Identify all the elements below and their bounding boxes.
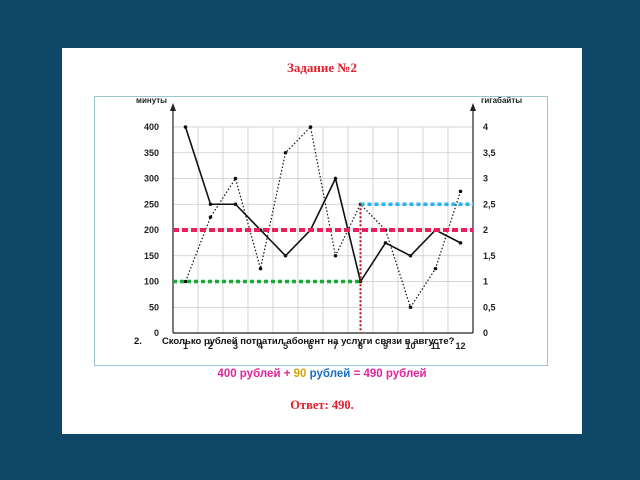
data-point xyxy=(408,253,413,258)
y-left-axis-title: минуты xyxy=(136,97,167,105)
y-right-tick-label: 2 xyxy=(483,225,488,235)
series-line-dotted xyxy=(184,125,462,309)
y-right-tick-label: 3,5 xyxy=(483,148,496,158)
question-number: 2. xyxy=(134,336,142,347)
y-left-tick-label: 0 xyxy=(154,328,159,338)
data-point xyxy=(208,215,213,219)
x-tick-label: 3 xyxy=(233,341,238,351)
y-left-tick-label: 300 xyxy=(144,174,159,184)
calculation: 400 рублей + 90 рублей = 490 рублей xyxy=(62,368,582,380)
series-line-solid xyxy=(184,126,461,284)
y-left-tick-label: 350 xyxy=(144,148,159,158)
y-left-arrow xyxy=(170,103,176,111)
data-point xyxy=(458,189,463,194)
data-point xyxy=(333,253,338,258)
x-tick-label: 6 xyxy=(308,341,313,351)
y-left-tick-label: 150 xyxy=(144,251,159,261)
slide: Задание №2 0 0 50 0,5 100 1 150 1,5 200 2 250 2,5 30… xyxy=(62,48,582,434)
calc-part-1: 400 рублей xyxy=(217,368,281,380)
annotations xyxy=(173,202,473,333)
data-point xyxy=(433,266,438,271)
x-tick-label: 12 xyxy=(455,341,465,351)
data-point xyxy=(233,202,238,207)
data-point xyxy=(183,125,188,129)
x-tick-label: 11 xyxy=(431,341,441,351)
data-point xyxy=(258,266,263,271)
calc-part-2-unit: рублей xyxy=(309,368,351,380)
data-point xyxy=(383,241,388,245)
calc-plus: + xyxy=(283,368,291,380)
y-right-arrow xyxy=(470,103,476,111)
x-tick-label: 9 xyxy=(383,341,388,351)
x-tick-label: 7 xyxy=(333,341,338,351)
calc-part-2-number: 90 xyxy=(293,368,307,380)
data-point xyxy=(408,305,413,310)
data-point xyxy=(208,202,213,207)
y-left-tick-label: 50 xyxy=(149,302,159,312)
question-text: Сколько рублей потратил абонент на услуг… xyxy=(161,336,455,347)
y-right-axis-title: гигабайты xyxy=(481,97,522,105)
x-tick-label: 8 xyxy=(358,341,363,351)
y-left-tick-label: 250 xyxy=(144,199,159,209)
data-point xyxy=(233,176,238,181)
y-left-tick-label: 400 xyxy=(144,122,159,132)
data-point xyxy=(458,241,463,245)
y-right-tick-label: 0 xyxy=(483,328,488,338)
calc-result: 490 рублей xyxy=(363,368,427,380)
line-chart: 0 0 50 0,5 100 1 150 1,5 200 2 250 2,5 300 3 350 3,5 400… xyxy=(136,97,522,351)
x-tick-label: 1 xyxy=(183,341,188,351)
x-tick-label: 5 xyxy=(283,341,288,351)
y-right-tick-label: 4 xyxy=(483,122,488,132)
answer: Ответ: 490. xyxy=(290,398,354,412)
y-right-tick-label: 3 xyxy=(483,174,488,184)
data-point xyxy=(308,125,313,129)
y-right-tick-label: 1 xyxy=(483,277,488,287)
chart-panel: 0 0 50 0,5 100 1 150 1,5 200 2 250 2,5 300 3 350 3,5 400… xyxy=(94,96,548,366)
data-point xyxy=(333,176,338,181)
x-tick-label: 10 xyxy=(405,341,415,351)
data-point xyxy=(283,150,288,155)
y-right-tick-label: 2,5 xyxy=(483,199,496,209)
y-left-tick-label: 100 xyxy=(144,277,159,287)
y-right-tick-label: 0,5 xyxy=(483,302,496,312)
y-left-tick-label: 200 xyxy=(144,225,159,235)
question: 2. Сколько рублей потратил абонент на усл… xyxy=(134,336,454,347)
x-tick-label: 4 xyxy=(258,341,263,351)
calc-equals: = xyxy=(353,368,361,380)
data-point xyxy=(183,279,188,284)
slide-title: Задание №2 xyxy=(286,60,357,75)
x-tick-label: 2 xyxy=(208,341,213,351)
y-right-tick-label: 1,5 xyxy=(483,251,496,261)
axes: 0 0 50 0,5 100 1 150 1,5 200 2 250 2,5 300 3 350 3,5 400… xyxy=(136,97,522,351)
data-point xyxy=(283,253,288,258)
